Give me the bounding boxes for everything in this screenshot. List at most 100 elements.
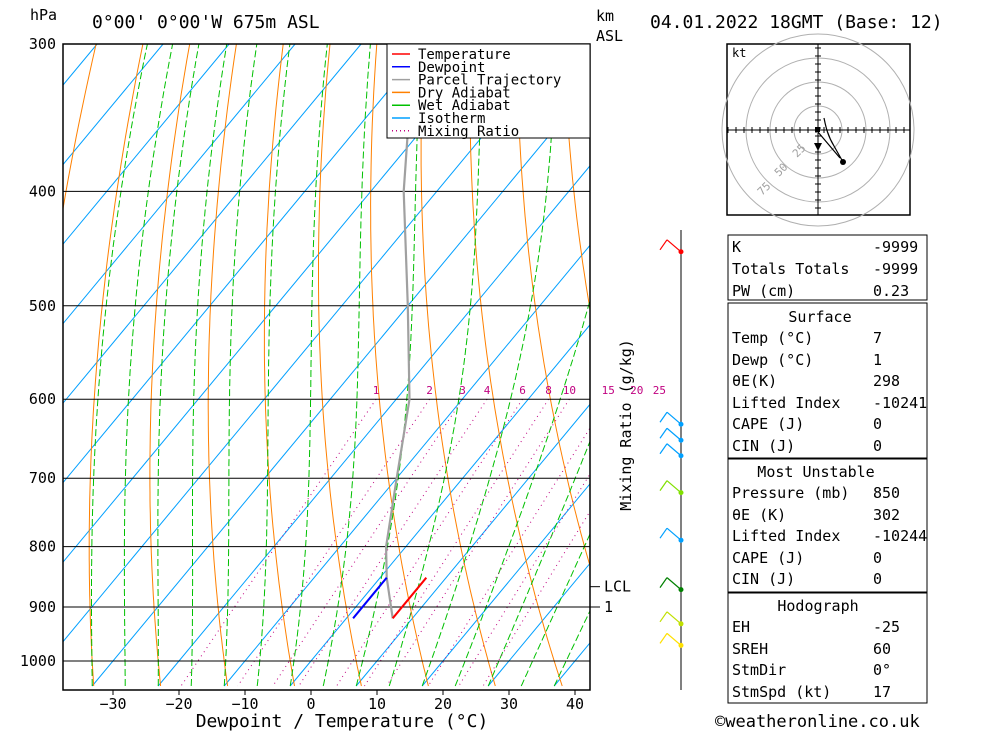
legend-label: Dewpoint: [418, 60, 485, 76]
most-unstable-title: Most Unstable: [757, 463, 874, 481]
mixing-ratio-label: 6: [519, 384, 526, 397]
mixing-ratio-line: [336, 398, 523, 687]
legend-label: Temperature: [418, 47, 511, 63]
x-axis-label: Dewpoint / Temperature (°C): [196, 711, 489, 732]
isotherm-line: [487, 562, 590, 687]
mu-pressure-value: 850: [873, 484, 900, 502]
wet-adiabat-line: [487, 440, 590, 687]
wet-adiabat-line: [454, 298, 590, 687]
height-unit-asl-label: ASL: [596, 27, 623, 45]
temperature-tick-label: 20: [434, 695, 452, 713]
mixing-ratio-label: 1: [373, 384, 380, 397]
mixing-ratio-label: 15: [602, 384, 615, 397]
isotherm-line: [63, 44, 296, 325]
mixing-ratio-label: 25: [653, 384, 666, 397]
totals-totals-label: Totals Totals: [732, 260, 849, 278]
wet-adiabat-line: [421, 44, 557, 687]
surface-cape-label: CAPE (J): [732, 415, 804, 433]
stmdir-value: 0°: [873, 661, 891, 679]
pressure-tick-label: 800: [29, 538, 56, 556]
pw-label: PW (cm): [732, 282, 795, 300]
datetime-title: 04.01.2022 18GMT (Base: 12): [650, 12, 943, 33]
pressure-tick-label: 1000: [20, 652, 56, 670]
surface-title: Surface: [788, 308, 851, 326]
wind-level-dot: [678, 437, 684, 443]
wet-adiabat-line: [553, 609, 590, 687]
wind-barb-flag: [659, 577, 668, 588]
hodograph-storm-motion-marker: [814, 143, 822, 151]
indices-box-most-unstable: [727, 458, 928, 593]
wet-adiabat-line: [256, 44, 291, 687]
mixing-ratio-line: [458, 473, 590, 687]
mu-pressure-label: Pressure (mb): [732, 484, 849, 502]
surface-temp-label: Temp (°C): [732, 329, 813, 347]
surface-temp-value: 7: [873, 329, 882, 347]
legend-label: Isotherm: [418, 111, 485, 127]
mu-cape-label: CAPE (J): [732, 549, 804, 567]
hodograph-origin-marker: [815, 127, 820, 132]
location-title: 0°00' 0°00'W 675m ASL: [92, 12, 320, 33]
mixing-ratio-label: 8: [545, 384, 552, 397]
hodograph-end-point: [840, 159, 846, 165]
wind-barb-staff: [666, 577, 682, 591]
parcel-trajectory-line: [384, 44, 415, 619]
surface-theta-value: 298: [873, 372, 900, 390]
hodograph-trace: [823, 117, 844, 163]
wind-level-dot: [678, 587, 684, 593]
dry-adiabat-line: [469, 44, 563, 687]
legend-label: Dry Adiabat: [418, 85, 511, 101]
mixing-ratio-line: [272, 398, 464, 687]
k-index-label: K: [732, 238, 741, 256]
mu-cin-value: 0: [873, 570, 882, 588]
isotherm-line: [421, 483, 590, 687]
stmspd-value: 17: [873, 683, 891, 701]
temperature-tick-label: 0: [306, 695, 315, 713]
wind-barb-flag: [659, 443, 668, 455]
sreh-value: 60: [873, 640, 891, 658]
eh-label: EH: [732, 618, 750, 636]
mixing-ratio-label: 4: [484, 384, 491, 397]
height-marker-label: 1: [604, 598, 613, 616]
mu-cape-value: 0: [873, 549, 882, 567]
mixing-ratio-line: [386, 398, 570, 687]
wind-level-dot: [678, 421, 684, 427]
mixing-ratio-label: 2: [426, 384, 433, 397]
hodograph-trace-segment: [817, 131, 841, 159]
wind-profile: [659, 230, 684, 690]
dewpoint-profile-line: [352, 577, 388, 619]
dry-adiabat-line: [985, 44, 1000, 686]
wind-barb-staff: [666, 480, 682, 494]
height-markers: LCL 1: [590, 578, 631, 616]
dry-adiabat-line: [420, 44, 496, 687]
dry-adiabat-line: [149, 44, 191, 687]
plot-frame: [62, 43, 591, 691]
surface-cin-label: CIN (J): [732, 437, 795, 455]
totals-totals-value: -9999: [873, 260, 918, 278]
surface-dewp-value: 1: [873, 351, 882, 369]
isotherm-line: [157, 165, 590, 687]
wind-barb-flag: [659, 411, 668, 423]
wind-barb-staff: [666, 632, 682, 646]
legend-label: Mixing Ratio: [418, 124, 519, 140]
wind-level-dot: [678, 490, 684, 496]
wind-level-dot: [678, 621, 684, 627]
wind-barb-flag: [659, 480, 668, 491]
temperature-tick-label: −30: [99, 695, 126, 713]
wet-adiabat-line: [91, 44, 148, 686]
wind-level-dot: [678, 453, 684, 459]
wind-barb-staff: [666, 427, 682, 441]
wind-level-dot: [678, 537, 684, 543]
wind-level-dot: [678, 642, 684, 648]
pressure-axis: 300 400 500 600 700 800 900 1000: [20, 35, 56, 670]
wet-adiabat-line: [223, 44, 258, 687]
copyright-footer: ©weatheronline.co.uk: [715, 712, 920, 732]
plot-area: [63, 44, 1000, 687]
mixing-ratio-label: 20: [630, 384, 643, 397]
pressure-tick-label: 900: [29, 598, 56, 616]
mixing-ratio-line: [427, 427, 590, 687]
stmdir-label: StmDir: [732, 661, 786, 679]
isotherm-line: [355, 403, 590, 687]
temperature-tick-label: 10: [368, 695, 386, 713]
surface-theta-label: θE(K): [732, 372, 777, 390]
